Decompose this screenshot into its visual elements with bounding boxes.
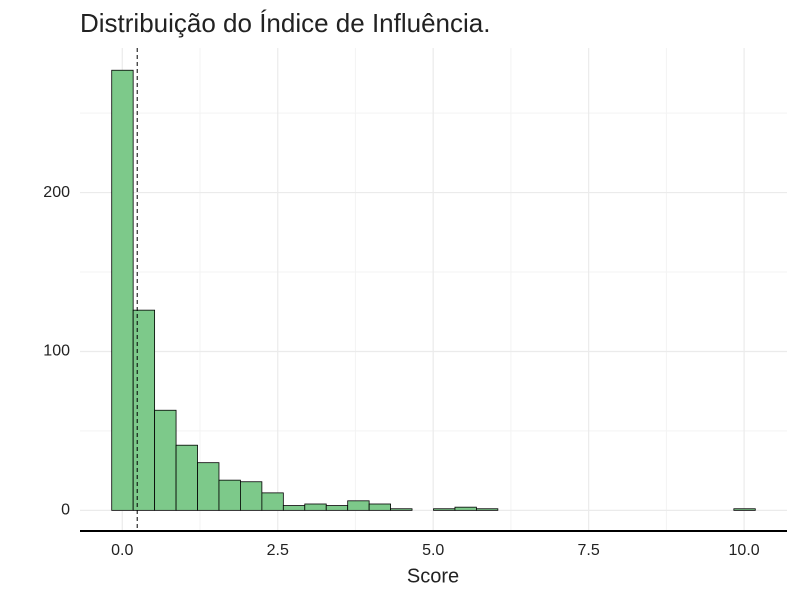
y-tick-label: 0 <box>61 502 70 519</box>
bar <box>325 505 349 511</box>
bar <box>347 500 370 511</box>
bar <box>476 508 499 511</box>
bar <box>240 481 263 511</box>
x-tick-label: 10.0 <box>729 542 760 559</box>
y-tick-label: 100 <box>43 343 70 360</box>
bar <box>261 492 284 511</box>
x-tick-label: 5.0 <box>422 542 444 559</box>
bar <box>304 503 327 511</box>
x-axis-label: Score <box>407 565 459 587</box>
bar <box>282 505 306 511</box>
bar <box>390 508 413 511</box>
bar <box>454 506 477 511</box>
bar <box>132 309 156 511</box>
y-tick-label: 200 <box>43 184 70 201</box>
chart-title: Distribuição do Índice de Influência. <box>80 8 490 38</box>
bar <box>368 503 391 511</box>
bar <box>175 444 198 511</box>
bar <box>433 508 456 511</box>
bar <box>218 479 241 511</box>
bar <box>733 508 756 511</box>
x-tick-label: 0.0 <box>111 542 133 559</box>
bar <box>154 409 177 511</box>
x-tick-label: 2.5 <box>267 542 289 559</box>
x-tick-label: 7.5 <box>578 542 600 559</box>
bar <box>111 69 134 511</box>
bar <box>197 462 220 511</box>
